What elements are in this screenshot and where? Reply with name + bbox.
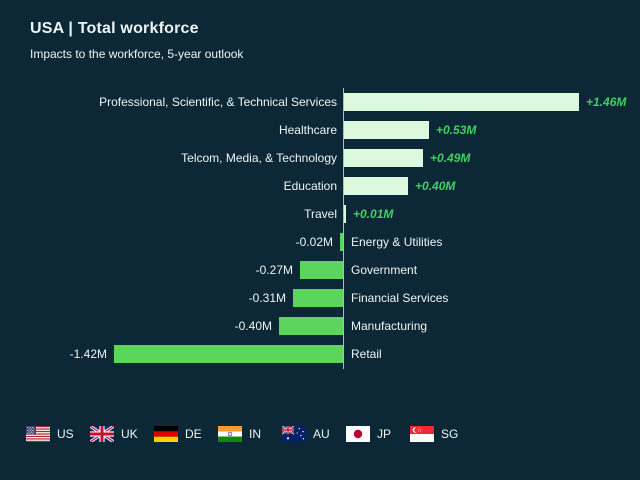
country-label-uk: UK	[121, 427, 138, 441]
country-label-in: IN	[249, 427, 261, 441]
bar-energy-utilities[interactable]	[340, 233, 343, 251]
category-label-telcom-media-technology: Telcom, Media, & Technology	[181, 151, 337, 165]
jp-flag-icon	[346, 426, 370, 442]
zero-axis-line	[343, 88, 344, 369]
us-flag-icon	[26, 426, 50, 442]
diverging-bar-chart: Professional, Scientific, & Technical Se…	[0, 88, 640, 369]
value-label-telcom-media-technology: +0.49M	[430, 151, 471, 165]
category-label-professional-scientific-technical-services: Professional, Scientific, & Technical Se…	[99, 95, 337, 109]
uk-flag-icon	[90, 426, 114, 442]
country-tab-in[interactable]: IN	[218, 426, 282, 442]
country-tab-de[interactable]: DE	[154, 426, 218, 442]
de-flag-icon	[154, 426, 178, 442]
bar-government[interactable]	[300, 261, 343, 279]
value-label-government: -0.27M	[255, 263, 293, 277]
in-flag-icon	[218, 426, 242, 442]
category-label-energy-utilities: Energy & Utilities	[351, 235, 443, 249]
chart-header: USA | Total workforce Impacts to the wor…	[30, 20, 243, 61]
bar-education[interactable]	[344, 177, 408, 195]
bar-telcom-media-technology[interactable]	[344, 149, 423, 167]
bar-row-government: Government -0.27M	[0, 261, 640, 279]
category-label-travel: Travel	[304, 207, 337, 221]
bar-financial-services[interactable]	[293, 289, 343, 307]
category-label-government: Government	[351, 263, 418, 277]
value-label-travel: +0.01M	[353, 207, 394, 221]
bar-manufacturing[interactable]	[279, 317, 343, 335]
country-selector: US UK DE IN AU JP SG	[26, 426, 474, 442]
bar-travel[interactable]	[344, 205, 346, 223]
country-label-au: AU	[313, 427, 330, 441]
bar-row-manufacturing: Manufacturing -0.40M	[0, 317, 640, 335]
bar-row-telcom-media-technology: Telcom, Media, & Technology +0.49M	[0, 149, 640, 167]
sg-flag-icon	[410, 426, 434, 442]
value-label-energy-utilities: -0.02M	[295, 235, 333, 249]
country-label-de: DE	[185, 427, 202, 441]
category-label-education: Education	[283, 179, 337, 193]
country-tab-uk[interactable]: UK	[90, 426, 154, 442]
bar-professional-scientific-technical-services[interactable]	[344, 93, 579, 111]
bar-retail[interactable]	[114, 345, 343, 363]
category-label-financial-services: Financial Services	[351, 291, 449, 305]
category-label-manufacturing: Manufacturing	[351, 319, 428, 333]
value-label-professional-scientific-technical-services: +1.46M	[586, 95, 627, 109]
country-label-jp: JP	[377, 427, 392, 441]
country-label-sg: SG	[441, 427, 459, 441]
bar-row-professional-scientific-technical-services: Professional, Scientific, & Technical Se…	[0, 93, 640, 111]
country-tab-jp[interactable]: JP	[346, 426, 410, 442]
category-label-healthcare: Healthcare	[278, 123, 337, 137]
bar-healthcare[interactable]	[344, 121, 429, 139]
country-tab-us[interactable]: US	[26, 426, 90, 442]
value-label-financial-services: -0.31M	[248, 291, 286, 305]
value-label-healthcare: +0.53M	[436, 123, 477, 137]
value-label-education: +0.40M	[415, 179, 456, 193]
bar-row-energy-utilities: Energy & Utilities -0.02M	[0, 233, 640, 251]
country-tab-au[interactable]: AU	[282, 426, 346, 442]
bar-row-retail: Retail -1.42M	[0, 345, 640, 363]
bar-row-travel: Travel +0.01M	[0, 205, 640, 223]
page-subtitle: Impacts to the workforce, 5-year outlook	[30, 47, 244, 61]
bar-row-healthcare: Healthcare +0.53M	[0, 121, 640, 139]
au-flag-icon	[282, 426, 306, 442]
bar-row-financial-services: Financial Services -0.31M	[0, 289, 640, 307]
page-title: USA | Total workforce	[30, 20, 199, 37]
country-label-us: US	[57, 427, 74, 441]
category-label-retail: Retail	[351, 347, 382, 361]
country-tab-sg[interactable]: SG	[410, 426, 474, 442]
value-label-retail: -1.42M	[69, 347, 107, 361]
bar-row-education: Education +0.40M	[0, 177, 640, 195]
value-label-manufacturing: -0.40M	[234, 319, 272, 333]
